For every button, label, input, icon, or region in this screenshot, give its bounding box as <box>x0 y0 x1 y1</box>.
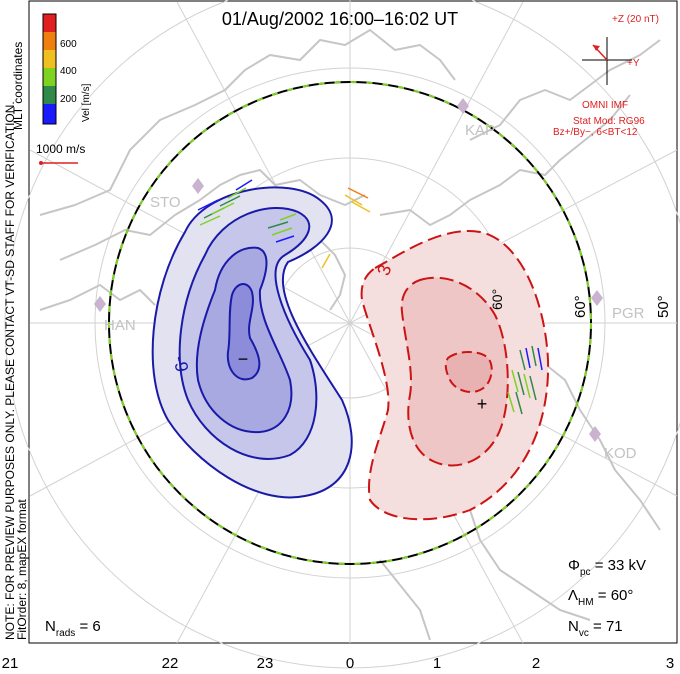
mlt-tick-2: 2 <box>532 655 540 672</box>
velocity-vectors-center <box>267 213 297 243</box>
velocity-colorbar <box>42 13 57 125</box>
side-note-line-1: NOTE: FOR PREVIEW PURPOSES ONLY. PLEASE … <box>3 101 17 640</box>
colorbar-tick-600: 600 <box>60 39 77 50</box>
station-label-sto: STO <box>150 194 181 211</box>
station-marker-han <box>94 296 106 312</box>
colorbar-ticks: 600 400 200 <box>60 39 77 105</box>
imf-labels: +Z (20 nT) +Y OMNI IMF Stat Mod: RG96 Bz… <box>553 14 659 138</box>
mlt-tick-0: 0 <box>346 655 354 672</box>
mlt-coordinates-label: MLT coordinates <box>11 42 25 130</box>
velocity-vectors-sto <box>197 179 253 226</box>
colorbar-tick-400: 400 <box>60 66 77 77</box>
station-marker-sto <box>192 178 204 194</box>
contour-label-negative: -9 <box>170 354 192 373</box>
colorbar-label: Vel [m/s] <box>81 83 92 122</box>
mlt-axis: 21 22 23 0 1 2 3 <box>2 655 675 672</box>
latitude-label-60-inner: 60° <box>489 289 505 310</box>
station-markers <box>94 98 603 442</box>
station-label-kap: KAP <box>465 122 495 139</box>
station-marker-pgr <box>591 290 603 306</box>
negative-potential-cell <box>151 186 353 499</box>
station-label-pgr: PGR <box>612 305 645 322</box>
imf-model-line-1: Stat Mod: RG96 <box>573 116 645 127</box>
station-marker-kap <box>457 98 469 114</box>
latitude-label-50: 50° <box>655 295 672 318</box>
velocity-vectors-dawn <box>507 345 543 415</box>
imf-by-label: +Y <box>627 58 640 69</box>
map-title: 01/Aug/2002 16:00–16:02 UT <box>222 9 458 29</box>
potential-maximum-marker: + <box>477 394 488 414</box>
station-label-han: HAN <box>104 317 136 334</box>
station-label-kod: KOD <box>604 445 637 462</box>
coastlines <box>39 29 661 641</box>
mlt-tick-1: 1 <box>433 655 441 672</box>
velocity-vectors-orange <box>321 187 371 269</box>
imf-bz-label: +Z (20 nT) <box>612 14 659 25</box>
positive-potential-cell <box>360 230 550 521</box>
colorbar-tick-200: 200 <box>60 94 77 105</box>
stat-phi-pc: Φpc = 33 kV <box>568 557 646 578</box>
imf-clock-diagram <box>582 37 632 85</box>
latitude-labels: 60° 50° 60° <box>489 289 672 318</box>
side-note-line-2: FitOrder: 8, mapEX format <box>15 499 29 640</box>
potential-minimum-marker: − <box>238 349 249 369</box>
plot-frame <box>28 0 678 644</box>
mlt-tick-3: 3 <box>666 655 674 672</box>
imf-source-label: OMNI IMF <box>582 100 628 111</box>
vector-scale-label: 1000 m/s <box>36 142 85 156</box>
latitude-label-60: 60° <box>572 295 589 318</box>
mlt-tick-22: 22 <box>162 655 179 672</box>
imf-model-line-2: Bz+/By−, 6<BT<12 <box>553 127 638 138</box>
station-marker-kod <box>589 426 601 442</box>
mlt-tick-21: 21 <box>2 655 19 672</box>
stats-panel: Φpc = 33 kV ΛHM = 60° Nvc = 71 Nrads = 6 <box>45 557 646 639</box>
stat-n-vc: Nvc = 71 <box>568 618 623 639</box>
stat-lambda-hm: ΛHM = 60° <box>568 587 633 608</box>
station-labels: STO KAP HAN PGR KOD <box>104 122 645 462</box>
stat-n-rads: Nrads = 6 <box>45 618 101 639</box>
hm-boundary-vectors <box>108 81 592 565</box>
mlt-tick-23: 23 <box>257 655 274 672</box>
vector-scale-arrow <box>39 161 78 165</box>
